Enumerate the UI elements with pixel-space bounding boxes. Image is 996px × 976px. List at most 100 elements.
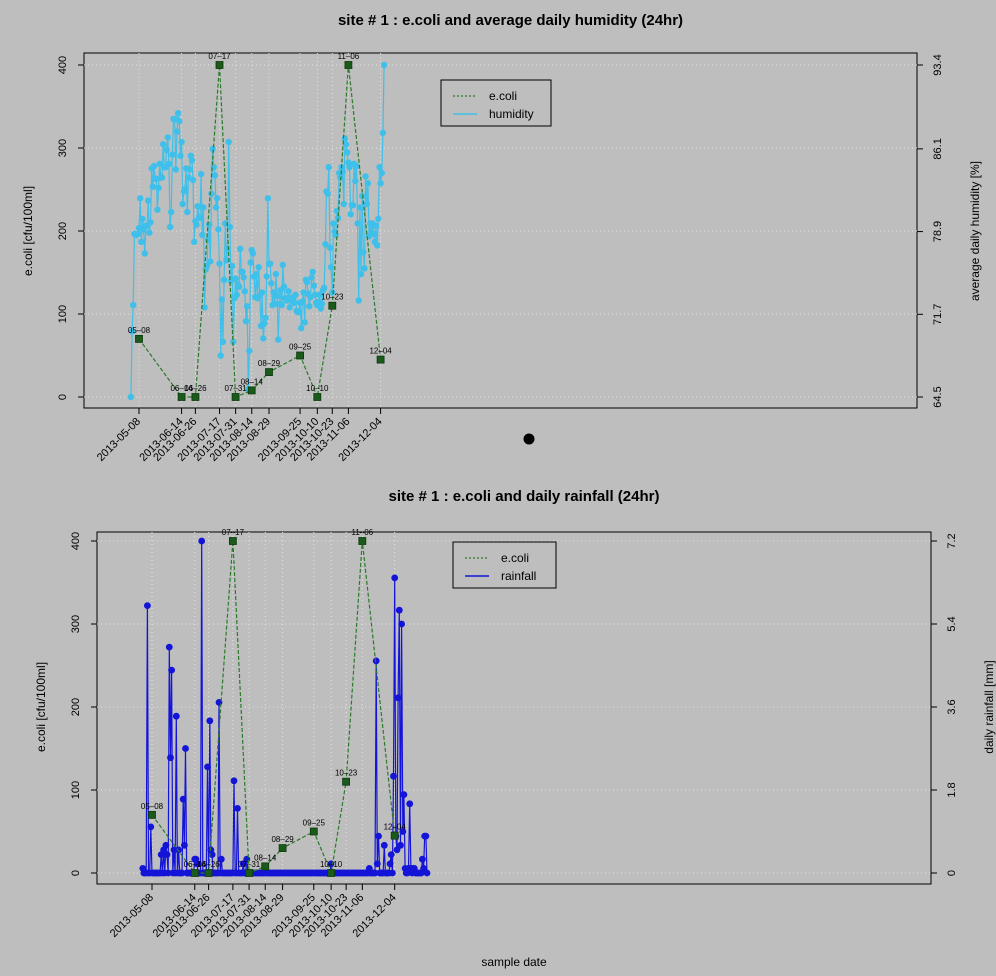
y2-tick-label: 71.7 bbox=[932, 304, 944, 325]
x-tick-label: 2013-05-08 bbox=[95, 416, 143, 464]
series2-point bbox=[242, 318, 250, 325]
series2-point bbox=[214, 195, 221, 202]
series2-point bbox=[204, 763, 211, 771]
series2-point bbox=[255, 264, 262, 271]
y-tick-label: 0 bbox=[57, 394, 69, 400]
series2-point bbox=[374, 242, 381, 249]
ecoli-marker bbox=[191, 393, 200, 401]
series2-point bbox=[179, 200, 186, 208]
y-tick-label: 400 bbox=[57, 56, 69, 74]
series2-point bbox=[361, 265, 368, 272]
y2-tick-label: 93.4 bbox=[932, 54, 944, 75]
ecoli-marker bbox=[342, 777, 351, 786]
y-tick-label: 200 bbox=[70, 698, 82, 716]
series2-point bbox=[155, 184, 162, 192]
series2-point bbox=[196, 214, 204, 221]
ecoli-point-label: 10–23 bbox=[335, 769, 358, 778]
series2-point bbox=[340, 200, 347, 208]
series2-point bbox=[286, 304, 293, 311]
y2-tick-label: 1.8 bbox=[946, 782, 958, 797]
ecoli-point-label: 09–25 bbox=[289, 343, 312, 352]
series2-point bbox=[224, 245, 231, 252]
series2-point bbox=[419, 855, 426, 863]
y-axis-label: e.coli [cfu/100ml] bbox=[21, 186, 35, 276]
ecoli-point-label: 10–10 bbox=[306, 384, 329, 393]
series2-point bbox=[172, 712, 180, 720]
ecoli-marker bbox=[177, 393, 186, 401]
ecoli-point-label: 08–14 bbox=[241, 377, 264, 386]
series2-point bbox=[201, 304, 208, 311]
y-tick-label: 300 bbox=[70, 615, 82, 633]
series2-point bbox=[230, 777, 238, 785]
ecoli-point-label: 12–04 bbox=[369, 347, 392, 356]
ecoli-marker bbox=[278, 844, 287, 852]
series2-point bbox=[376, 164, 383, 171]
series2-point bbox=[239, 860, 247, 868]
series2-point bbox=[271, 300, 278, 308]
ecoli-marker bbox=[296, 351, 305, 360]
series2-point bbox=[141, 250, 148, 257]
series2-point bbox=[232, 275, 239, 282]
x-axis-label: sample date bbox=[481, 955, 547, 969]
series2-point bbox=[230, 338, 237, 346]
series2-point bbox=[400, 791, 408, 798]
series2-point bbox=[233, 291, 240, 298]
ecoli-point-label: 11–06 bbox=[338, 52, 360, 61]
series2-point bbox=[184, 208, 191, 216]
series2-point bbox=[139, 215, 146, 223]
ecoli-line bbox=[138, 64, 382, 400]
series2-point bbox=[295, 308, 303, 316]
series2-point bbox=[167, 754, 174, 762]
series2-point bbox=[209, 145, 216, 153]
series2-point bbox=[423, 869, 431, 877]
series2-point bbox=[272, 270, 280, 278]
series2-point bbox=[211, 172, 219, 179]
series2-point bbox=[163, 851, 171, 858]
series2-point bbox=[394, 694, 402, 702]
series2-point bbox=[327, 264, 335, 271]
series2-point bbox=[226, 223, 234, 231]
series2-point bbox=[326, 244, 334, 251]
series2-point bbox=[246, 347, 253, 355]
series2-point bbox=[268, 280, 275, 287]
series2-point bbox=[285, 288, 292, 295]
ecoli-marker bbox=[261, 862, 270, 871]
series2-point bbox=[149, 183, 156, 190]
series2-point bbox=[357, 270, 365, 278]
series2-point bbox=[189, 176, 197, 184]
series2-point bbox=[299, 298, 306, 305]
series2-point bbox=[375, 215, 382, 223]
series2-point bbox=[163, 146, 170, 154]
ecoli-marker bbox=[327, 869, 336, 877]
series2-point bbox=[160, 141, 167, 148]
series2-point bbox=[193, 221, 200, 228]
series2-point bbox=[146, 229, 153, 236]
series2-point bbox=[303, 278, 311, 286]
series2-point bbox=[181, 841, 188, 849]
series2-point bbox=[165, 643, 173, 651]
ecoli-marker bbox=[265, 368, 273, 377]
series2-point bbox=[179, 795, 187, 803]
ecoli-marker bbox=[390, 831, 399, 840]
series2-point bbox=[178, 138, 185, 146]
ecoli-marker bbox=[135, 334, 143, 343]
series2-point bbox=[371, 869, 379, 877]
series2-point bbox=[223, 257, 230, 264]
series2-point bbox=[134, 230, 141, 238]
series2-point bbox=[154, 206, 161, 213]
series2-point bbox=[347, 211, 354, 218]
series2-point bbox=[235, 283, 243, 290]
ecoli-point-label: 07–17 bbox=[208, 52, 231, 61]
series2-point bbox=[165, 160, 173, 167]
series2-point bbox=[390, 772, 397, 780]
series2-point bbox=[372, 222, 380, 229]
series2-point bbox=[422, 832, 430, 840]
series2-point bbox=[199, 231, 206, 239]
y-tick-label: 200 bbox=[57, 222, 69, 240]
series2-point bbox=[229, 262, 236, 270]
legend-box bbox=[452, 541, 557, 589]
series2-point bbox=[330, 220, 337, 227]
series2-point bbox=[275, 336, 282, 343]
series2-point bbox=[178, 869, 186, 877]
series2-point bbox=[344, 149, 351, 156]
